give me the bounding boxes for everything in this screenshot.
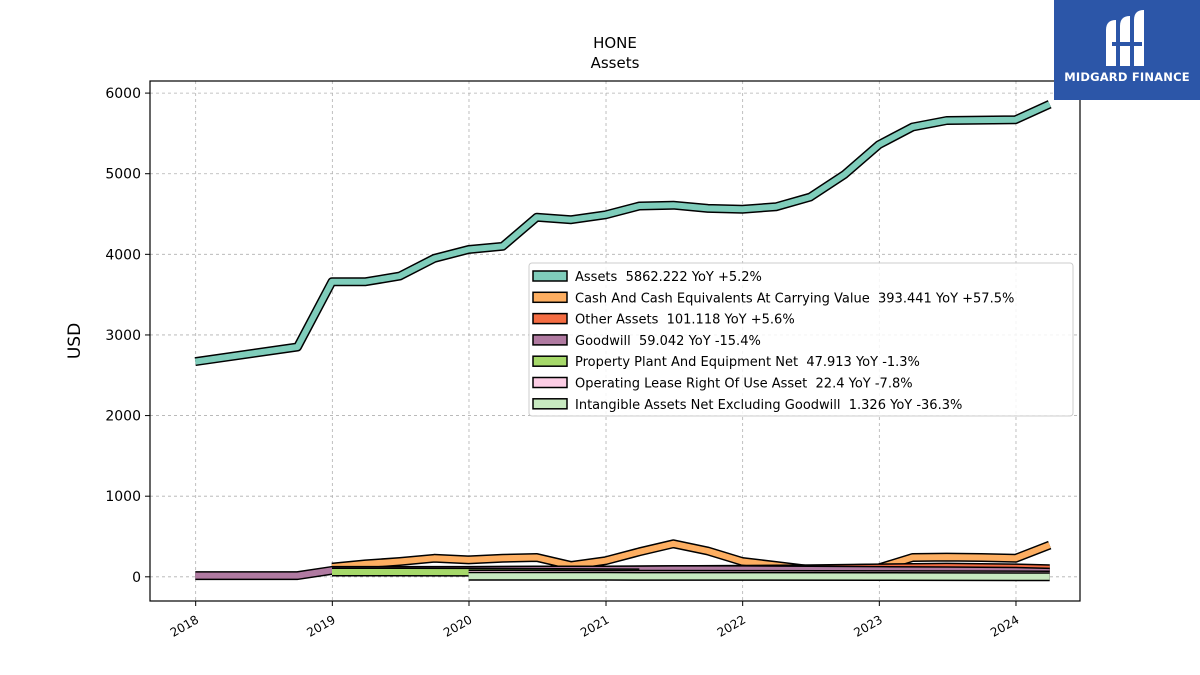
y-tick-label: 0 <box>132 570 141 586</box>
y-axis-label: USD <box>65 323 85 359</box>
y-tick-label: 4000 <box>105 247 141 263</box>
legend-swatch <box>532 376 568 389</box>
x-tick-label: 2022 <box>715 612 748 639</box>
y-tick-label: 1000 <box>105 489 141 505</box>
legend-entry: Cash And Cash Equivalents At Carrying Va… <box>575 291 1014 306</box>
legend-entry: Property Plant And Equipment Net 47.913 … <box>575 355 920 370</box>
legend: Assets 5862.222 YoY +5.2% Cash And Cash E… <box>528 262 1074 417</box>
series-line-intangible-assets-net-excluding-goodwill <box>468 573 1050 580</box>
legend-entry: Assets 5862.222 YoY +5.2% <box>575 270 762 285</box>
y-tick-label: 3000 <box>105 328 141 344</box>
x-tick-label: 2021 <box>578 612 611 639</box>
x-tick-label: 2020 <box>441 612 474 639</box>
x-tick-label: 2019 <box>304 612 337 639</box>
legend-swatch <box>532 334 568 346</box>
y-tick-label: 2000 <box>105 409 141 425</box>
series-line-cash-and-cash-equivalents-at-carrying-value <box>331 540 1051 573</box>
midgard-logo-icon <box>1106 10 1144 66</box>
legend-entry: Goodwill 59.042 YoY -15.4% <box>575 334 761 349</box>
y-tick-label: 5000 <box>105 167 141 183</box>
legend-swatch <box>532 312 568 325</box>
x-tick-label: 2023 <box>851 612 884 639</box>
chart-subtitle: Assets <box>591 54 640 72</box>
series-layer <box>194 100 1052 582</box>
legend-entry: Intangible Assets Net Excluding Goodwill… <box>575 398 962 413</box>
y-axis-ticks: 0 1000 2000 3000 4000 5000 6000 <box>105 86 150 586</box>
x-axis-ticks: 2018 2019 2020 2021 2022 2023 2024 <box>168 601 1021 640</box>
legend-swatch <box>532 355 568 367</box>
legend-swatch <box>532 398 568 410</box>
legend-entry: Other Assets 101.118 YoY +5.6% <box>575 313 795 328</box>
series-line-assets <box>194 101 1051 365</box>
legend-box <box>528 262 1074 417</box>
legend-swatch <box>532 270 568 282</box>
brand-logo: MIDGARD FINANCE <box>1054 0 1200 100</box>
y-tick-label: 6000 <box>105 86 141 102</box>
x-tick-label: 2018 <box>168 612 201 639</box>
legend-entry: Operating Lease Right Of Use Asset 22.4 … <box>575 377 913 392</box>
legend-swatch <box>532 291 568 304</box>
x-tick-label: 2024 <box>988 612 1021 639</box>
brand-name: MIDGARD FINANCE <box>1064 70 1190 84</box>
plot-frame <box>149 80 1081 602</box>
chart-title: HONE <box>593 34 637 52</box>
